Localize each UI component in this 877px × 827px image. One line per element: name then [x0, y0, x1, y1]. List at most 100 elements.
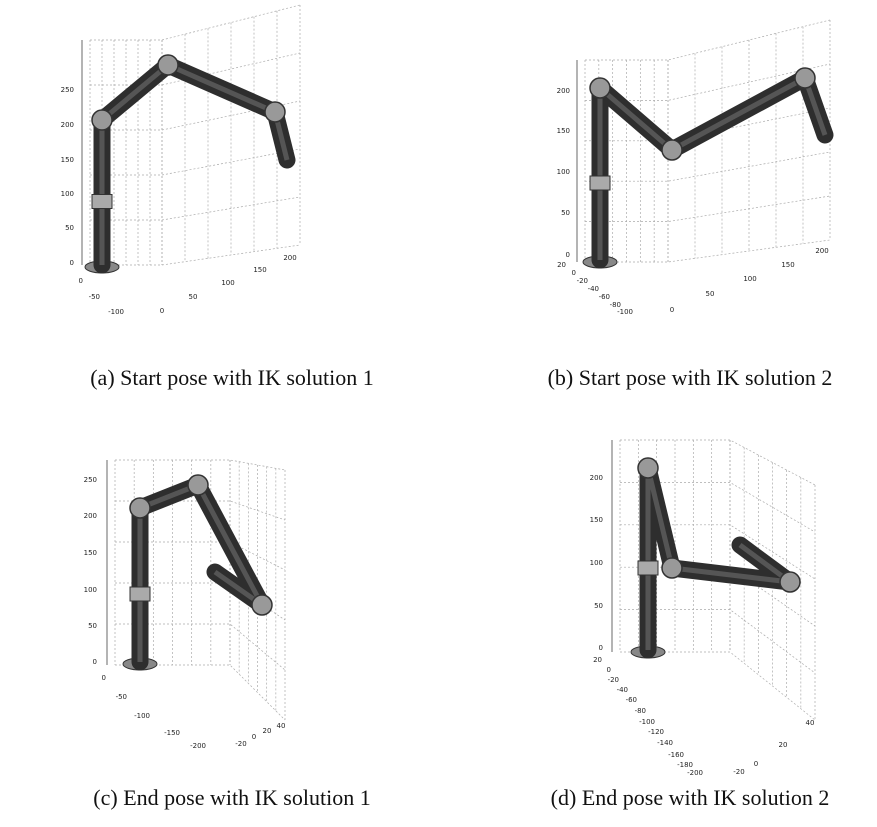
x-tick-label: -60 [599, 293, 610, 301]
y-tick-label: 20 [779, 741, 788, 749]
z-tick-label: 200 [84, 512, 97, 520]
z-tick-label: 150 [557, 127, 570, 135]
y-tick-label: 40 [806, 719, 815, 727]
x-tick-label: -100 [639, 718, 655, 726]
x-tick-label: -160 [668, 751, 684, 759]
z-tick-label: 100 [590, 559, 603, 567]
y-tick-label: 100 [221, 279, 234, 287]
x-tick-label: -100 [134, 712, 150, 720]
y-tick-label: 50 [706, 290, 715, 298]
panel: 250 200 150 100 50 0 0 -50 -100 0 50 100 150 200 (a) S… [61, 5, 374, 390]
grid-line [620, 652, 815, 720]
x-tick-label: -60 [626, 696, 637, 704]
grid-line [90, 197, 300, 220]
grid-line [90, 5, 300, 40]
figure: 2502001501005000-50-100050100150200(a) S… [0, 0, 877, 827]
robot-ring [130, 587, 150, 601]
y-tick-label: 150 [253, 266, 266, 274]
x-tick-label: -100 [617, 308, 633, 316]
y-tick-label: 200 [815, 247, 828, 255]
caption: (d) End pose with IK solution 2 [551, 785, 830, 810]
y-tick-label: 0 [252, 733, 256, 741]
x-tick-label: -200 [190, 742, 206, 750]
robot-ring [638, 561, 658, 575]
z-tick-label: 50 [561, 209, 570, 217]
robot-joint [662, 140, 682, 160]
robot-joint [638, 458, 658, 478]
robot-joint [188, 475, 208, 495]
y-tick-label: -20 [235, 740, 246, 748]
robot-link [600, 78, 825, 260]
robot-joint [795, 68, 815, 88]
z-tick-label: 200 [590, 474, 603, 482]
robot-joint [780, 572, 800, 592]
y-tick-label: 100 [743, 275, 756, 283]
grid-line [585, 240, 830, 262]
y-tick-label: 0 [670, 306, 674, 314]
grid-line [90, 245, 300, 265]
z-tick-label: 250 [84, 476, 97, 484]
y-tick-label: 50 [189, 293, 198, 301]
y-tick-label: 150 [781, 261, 794, 269]
y-tick-label: 0 [160, 307, 164, 315]
robot-joint [662, 558, 682, 578]
x-tick-label: -20 [608, 676, 619, 684]
robot-joint [92, 110, 112, 130]
x-tick-label: 20 [557, 261, 566, 269]
y-tick-label: 0 [754, 760, 758, 768]
grid-line [115, 460, 285, 470]
x-tick-label: -150 [164, 729, 180, 737]
robot-ring [92, 195, 112, 209]
z-tick-label: 50 [65, 224, 74, 232]
x-tick-label: -40 [617, 686, 628, 694]
x-tick-label: -180 [677, 761, 693, 769]
y-tick-label: -20 [733, 768, 744, 776]
x-tick-label: -40 [588, 285, 599, 293]
y-tick-label: 200 [283, 254, 296, 262]
z-tick-label: 200 [61, 121, 74, 129]
z-tick-label: 250 [61, 86, 74, 94]
z-tick-label: 200 [557, 87, 570, 95]
x-tick-label: 0 [102, 674, 106, 682]
z-tick-label: 100 [84, 586, 97, 594]
x-tick-label: -200 [687, 769, 703, 777]
x-tick-label: -140 [657, 739, 673, 747]
robot-joint [130, 498, 150, 518]
x-tick-label: -20 [577, 277, 588, 285]
z-tick-label: 100 [557, 168, 570, 176]
z-tick-label: 150 [590, 516, 603, 524]
caption: (b) Start pose with IK solution 2 [548, 365, 833, 390]
grid-line [585, 152, 830, 181]
z-tick-label: 50 [88, 622, 97, 630]
z-tick-label: 100 [61, 190, 74, 198]
x-tick-label: -50 [89, 293, 100, 301]
z-tick-label: 0 [70, 259, 74, 267]
caption: (c) End pose with IK solution 1 [93, 785, 370, 810]
x-tick-label: -100 [108, 308, 124, 316]
caption: (a) Start pose with IK solution 1 [90, 365, 374, 390]
x-tick-label: 0 [79, 277, 83, 285]
x-tick-label: -120 [648, 728, 664, 736]
grid-line [585, 20, 830, 60]
grid-line [585, 196, 830, 222]
x-tick-label: -50 [116, 693, 127, 701]
panel: 200150100500200-20-40-60-80-100-120-140-… [551, 440, 830, 810]
z-tick-label: 0 [566, 251, 570, 259]
x-tick-label: -80 [635, 707, 646, 715]
x-tick-label: 0 [572, 269, 576, 277]
panel: 2502001501005000-50-100-150-200-2002040(… [84, 460, 371, 810]
robot-joint [252, 595, 272, 615]
robot-highlight [600, 78, 825, 260]
z-tick-label: 150 [84, 549, 97, 557]
z-tick-label: 50 [594, 602, 603, 610]
y-tick-label: 20 [263, 727, 272, 735]
robot-ring [590, 176, 610, 190]
grid-line [90, 149, 300, 175]
robot-joint [590, 78, 610, 98]
x-tick-label: 20 [593, 656, 602, 664]
z-tick-label: 150 [61, 156, 74, 164]
robot-joint [158, 55, 178, 75]
y-tick-label: 40 [277, 722, 286, 730]
z-tick-label: 0 [599, 644, 603, 652]
